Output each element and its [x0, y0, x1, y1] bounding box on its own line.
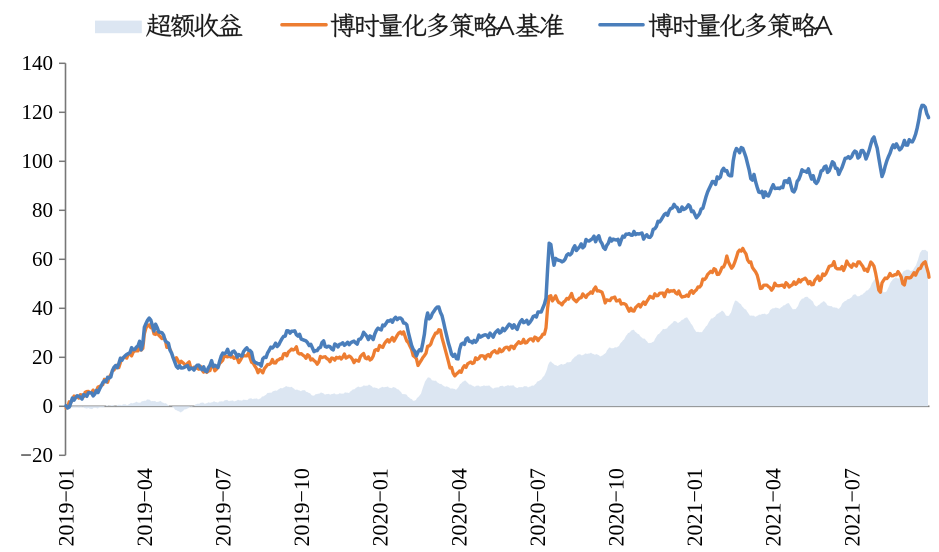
svg-text:40: 40 — [32, 296, 53, 320]
svg-text:20: 20 — [32, 345, 53, 369]
svg-text:140: 140 — [22, 51, 54, 75]
svg-text:−20: −20 — [20, 443, 53, 467]
svg-text:2021−04: 2021−04 — [761, 468, 786, 546]
svg-text:2019−07: 2019−07 — [211, 468, 236, 546]
svg-text:100: 100 — [22, 149, 54, 173]
svg-text:2021−07: 2021−07 — [839, 468, 864, 546]
svg-text:2021−01: 2021−01 — [682, 468, 707, 546]
svg-text:2020−04: 2020−04 — [446, 468, 471, 546]
svg-text:2019−01: 2019−01 — [53, 468, 78, 546]
svg-text:2019−10: 2019−10 — [289, 468, 314, 546]
svg-text:2019−04: 2019−04 — [132, 468, 157, 546]
svg-text:80: 80 — [32, 198, 53, 222]
svg-text:120: 120 — [22, 100, 54, 124]
svg-text:2020−10: 2020−10 — [604, 468, 629, 546]
svg-text:0: 0 — [43, 394, 54, 418]
svg-text:2020−07: 2020−07 — [525, 468, 550, 546]
svg-text:60: 60 — [32, 247, 53, 271]
svg-text:2020−01: 2020−01 — [368, 468, 393, 546]
